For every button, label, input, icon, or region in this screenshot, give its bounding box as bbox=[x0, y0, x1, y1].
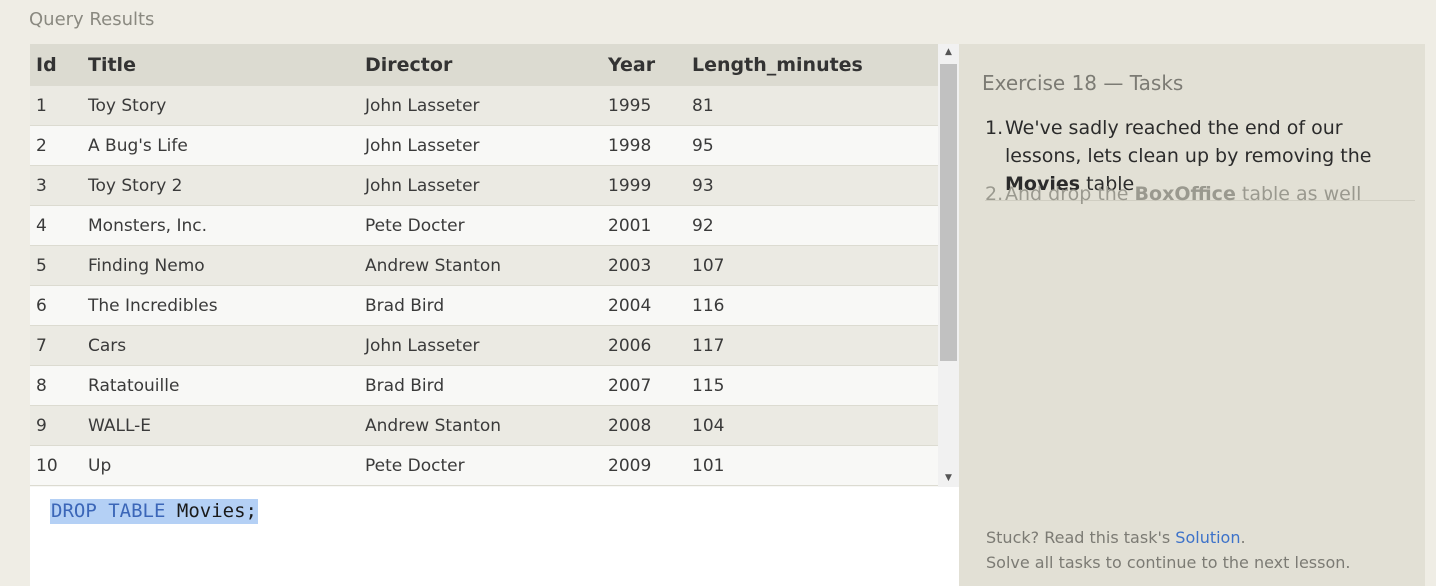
task-text-suffix: table as well bbox=[1241, 183, 1362, 205]
column-header-length: Length_minutes bbox=[686, 44, 938, 86]
query-results-table-container[interactable]: Id Title Director Year Length_minutes 1 … bbox=[30, 44, 959, 487]
cell-length: 93 bbox=[686, 165, 938, 206]
cell-id: 4 bbox=[30, 205, 82, 246]
cell-title: Toy Story 2 bbox=[82, 165, 359, 206]
cell-director: Andrew Stanton bbox=[359, 405, 602, 446]
task-text-suffix: table bbox=[1086, 173, 1135, 195]
cell-year: 1995 bbox=[602, 86, 686, 126]
cell-length: 101 bbox=[686, 445, 938, 486]
tasks-footer: Stuck? Read this task's Solution. Solve … bbox=[986, 525, 1350, 575]
table-row: 6 The Incredibles Brad Bird 2004 116 bbox=[30, 285, 938, 326]
cell-director: John Lasseter bbox=[359, 325, 602, 366]
cell-length: 116 bbox=[686, 285, 938, 326]
cell-length: 107 bbox=[686, 245, 938, 286]
cell-year: 2009 bbox=[602, 445, 686, 486]
cell-id: 2 bbox=[30, 125, 82, 166]
sql-editor[interactable]: DROP TABLE Movies; bbox=[30, 487, 959, 586]
cell-length: 92 bbox=[686, 205, 938, 246]
cell-id: 3 bbox=[30, 165, 82, 206]
results-scrollbar[interactable]: ▲ ▼ bbox=[938, 44, 959, 487]
cell-year: 2001 bbox=[602, 205, 686, 246]
cell-director: John Lasseter bbox=[359, 165, 602, 206]
task-bold-text: Movies bbox=[1005, 173, 1081, 195]
sql-code-line[interactable]: DROP TABLE Movies; bbox=[50, 499, 258, 524]
cell-director: Brad Bird bbox=[359, 285, 602, 326]
cell-year: 2003 bbox=[602, 245, 686, 286]
cell-director: Brad Bird bbox=[359, 365, 602, 406]
cell-length: 81 bbox=[686, 86, 938, 126]
cell-title: Toy Story bbox=[82, 86, 359, 126]
cell-title: Up bbox=[82, 445, 359, 486]
cell-id: 5 bbox=[30, 245, 82, 286]
query-results-title: Query Results bbox=[29, 9, 155, 30]
cell-id: 10 bbox=[30, 445, 82, 486]
continue-message: Solve all tasks to continue to the next … bbox=[986, 553, 1351, 572]
results-table: Id Title Director Year Length_minutes 1 … bbox=[30, 44, 938, 486]
table-header-row: Id Title Director Year Length_minutes bbox=[30, 44, 938, 86]
column-header-director: Director bbox=[359, 44, 602, 86]
cell-title: Monsters, Inc. bbox=[82, 205, 359, 246]
cell-title: The Incredibles bbox=[82, 285, 359, 326]
cell-id: 9 bbox=[30, 405, 82, 446]
cell-title: Cars bbox=[82, 325, 359, 366]
cell-year: 2008 bbox=[602, 405, 686, 446]
sql-keyword-drop: DROP bbox=[51, 500, 97, 522]
stuck-suffix: . bbox=[1240, 528, 1246, 547]
sql-table-name: Movies; bbox=[176, 500, 257, 522]
column-header-id: Id bbox=[30, 44, 82, 86]
cell-length: 115 bbox=[686, 365, 938, 406]
cell-year: 2006 bbox=[602, 325, 686, 366]
scroll-up-arrow-icon[interactable]: ▲ bbox=[945, 47, 952, 57]
cell-length: 104 bbox=[686, 405, 938, 446]
table-row: 5 Finding Nemo Andrew Stanton 2003 107 bbox=[30, 245, 938, 286]
cell-title: A Bug's Life bbox=[82, 125, 359, 166]
table-row: 9 WALL-E Andrew Stanton 2008 104 bbox=[30, 405, 938, 446]
stuck-line: Stuck? Read this task's Solution. bbox=[986, 525, 1350, 550]
task-item-1: 1.We've sadly reached the end of our les… bbox=[985, 114, 1415, 201]
table-row: 3 Toy Story 2 John Lasseter 1999 93 bbox=[30, 165, 938, 206]
cell-title: Finding Nemo bbox=[82, 245, 359, 286]
cell-length: 117 bbox=[686, 325, 938, 366]
task-bold-text: BoxOffice bbox=[1134, 183, 1236, 205]
table-row: 7 Cars John Lasseter 2006 117 bbox=[30, 325, 938, 366]
table-row: 10 Up Pete Docter 2009 101 bbox=[30, 445, 938, 486]
column-header-year: Year bbox=[602, 44, 686, 86]
cell-director: Pete Docter bbox=[359, 445, 602, 486]
cell-id: 7 bbox=[30, 325, 82, 366]
table-row: 4 Monsters, Inc. Pete Docter 2001 92 bbox=[30, 205, 938, 246]
tasks-panel: Exercise 18 — Tasks 1.We've sadly reache… bbox=[959, 44, 1425, 586]
cell-id: 6 bbox=[30, 285, 82, 326]
solution-link[interactable]: Solution bbox=[1175, 528, 1241, 547]
cell-length: 95 bbox=[686, 125, 938, 166]
cell-title: Ratatouille bbox=[82, 365, 359, 406]
table-row: 2 A Bug's Life John Lasseter 1998 95 bbox=[30, 125, 938, 166]
task-text: And drop the bbox=[1005, 183, 1129, 205]
table-row: 1 Toy Story John Lasseter 1995 81 bbox=[30, 86, 938, 126]
scroll-thumb[interactable] bbox=[940, 64, 957, 361]
cell-director: Andrew Stanton bbox=[359, 245, 602, 286]
task-number: 1. bbox=[985, 117, 1004, 139]
tasks-title: Exercise 18 — Tasks bbox=[982, 71, 1184, 95]
cell-director: John Lasseter bbox=[359, 125, 602, 166]
cell-id: 1 bbox=[30, 86, 82, 126]
cell-year: 2007 bbox=[602, 365, 686, 406]
cell-year: 1999 bbox=[602, 165, 686, 206]
scroll-down-arrow-icon[interactable]: ▼ bbox=[945, 473, 952, 483]
task-number: 2. bbox=[985, 183, 1004, 205]
cell-director: Pete Docter bbox=[359, 205, 602, 246]
cell-director: John Lasseter bbox=[359, 86, 602, 126]
cell-title: WALL-E bbox=[82, 405, 359, 446]
sql-keyword-table: TABLE bbox=[108, 500, 166, 522]
task-item-2: 2.And drop the BoxOffice table as well bbox=[985, 180, 1415, 208]
cell-year: 1998 bbox=[602, 125, 686, 166]
stuck-text: Stuck? Read this task's bbox=[986, 528, 1171, 547]
table-row: 8 Ratatouille Brad Bird 2007 115 bbox=[30, 365, 938, 406]
cell-year: 2004 bbox=[602, 285, 686, 326]
task-text: We've sadly reached the end of our lesso… bbox=[1005, 117, 1372, 167]
cell-id: 8 bbox=[30, 365, 82, 406]
column-header-title: Title bbox=[82, 44, 359, 86]
